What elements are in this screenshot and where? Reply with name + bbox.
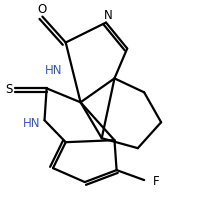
Text: F: F bbox=[153, 174, 159, 187]
Text: N: N bbox=[104, 8, 113, 21]
Text: HN: HN bbox=[23, 116, 40, 129]
Text: HN: HN bbox=[45, 64, 63, 77]
Text: O: O bbox=[38, 3, 47, 16]
Text: S: S bbox=[5, 82, 13, 95]
